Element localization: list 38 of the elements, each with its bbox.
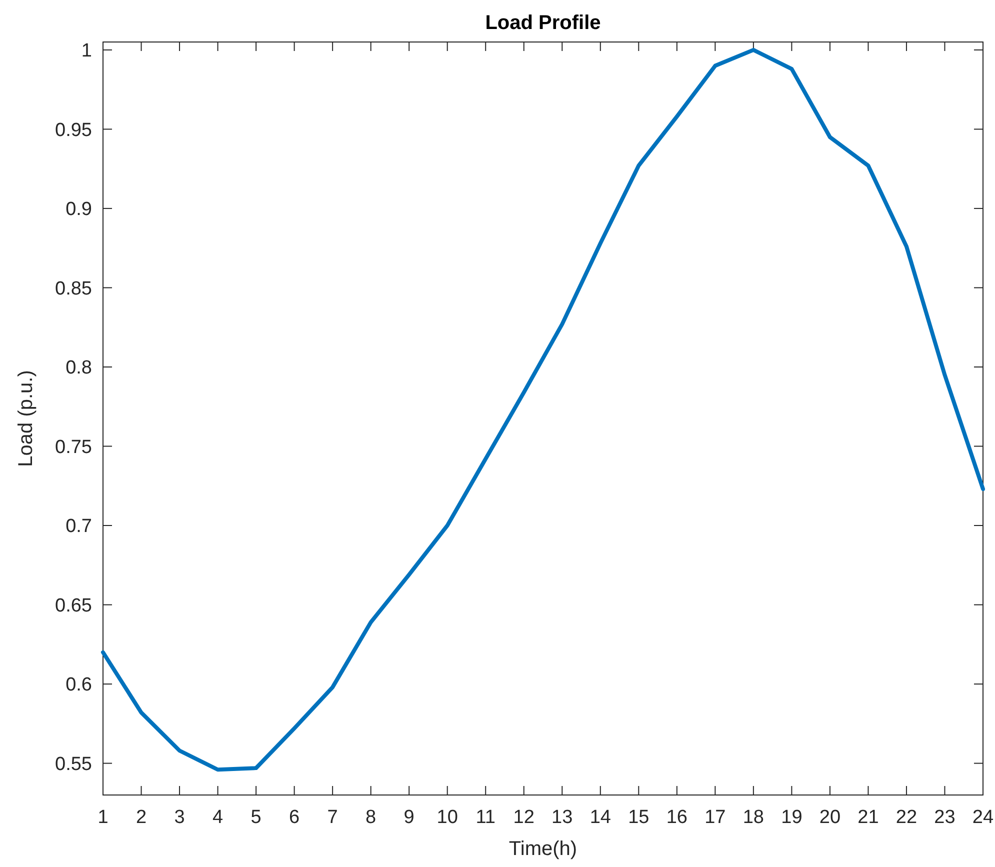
y-tick-label: 0.8 bbox=[66, 358, 92, 379]
y-tick-label: 1 bbox=[81, 40, 92, 62]
y-tick-label: 0.95 bbox=[55, 120, 92, 141]
x-tick-label: 24 bbox=[972, 807, 994, 828]
chart-title: Load Profile bbox=[485, 12, 601, 34]
y-tick-label: 0.55 bbox=[55, 754, 92, 775]
y-tick-label: 0.6 bbox=[66, 674, 92, 696]
x-tick-label: 21 bbox=[858, 807, 879, 828]
y-tick-label: 0.9 bbox=[66, 199, 92, 220]
y-axis-title: Load (p.u.) bbox=[15, 370, 37, 467]
x-tick-label: 23 bbox=[934, 807, 956, 828]
y-tick-label: 0.75 bbox=[55, 436, 92, 458]
y-tick-label: 0.85 bbox=[55, 278, 92, 300]
x-tick-label: 14 bbox=[590, 807, 612, 828]
y-tick-label: 0.65 bbox=[55, 595, 92, 616]
x-tick-label: 10 bbox=[436, 807, 458, 828]
x-tick-label: 12 bbox=[513, 807, 534, 828]
x-axis-title: Time(h) bbox=[508, 838, 578, 860]
x-tick-label: 16 bbox=[666, 807, 688, 828]
x-tick-label: 5 bbox=[250, 807, 262, 828]
y-tick-label: 0.7 bbox=[66, 516, 92, 538]
line-series bbox=[101, 48, 985, 772]
x-tick-label: 1 bbox=[98, 807, 108, 828]
x-tick-label: 11 bbox=[476, 807, 496, 828]
x-tick-label: 4 bbox=[212, 807, 224, 828]
x-tick-label: 7 bbox=[327, 807, 338, 828]
x-tick-label: 19 bbox=[781, 807, 802, 828]
x-tick-label: 8 bbox=[366, 807, 376, 828]
x-tick-label: 18 bbox=[742, 807, 764, 828]
x-tick-label: 2 bbox=[136, 807, 147, 828]
x-tick-label: 13 bbox=[552, 807, 573, 828]
x-tick-label: 22 bbox=[896, 807, 918, 828]
x-tick-label: 15 bbox=[628, 807, 650, 828]
x-tick-label: 6 bbox=[289, 807, 300, 828]
x-tick-label: 20 bbox=[819, 807, 841, 828]
x-tick-label: 3 bbox=[174, 807, 185, 828]
x-tick-label: 17 bbox=[704, 807, 726, 828]
x-tick-label: 9 bbox=[404, 807, 414, 828]
